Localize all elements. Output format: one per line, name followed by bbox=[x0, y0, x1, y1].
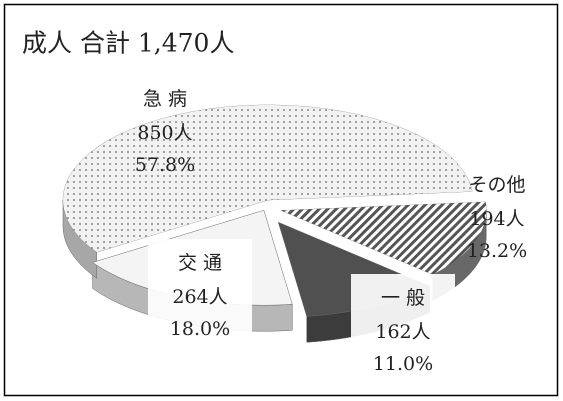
percent-label: 13.2% bbox=[467, 240, 527, 262]
value-label: 264人 bbox=[172, 286, 227, 308]
category-label: 一 般 bbox=[381, 287, 425, 309]
labels: その他 194人 13.2% 一 般 162人 11.0% 交 通 264人 18.0% 急 病 8… bbox=[135, 88, 527, 376]
category-label: その他 bbox=[468, 174, 525, 196]
percent-label: 11.0% bbox=[373, 353, 433, 375]
chart-title: 成人 合計 1,470人 bbox=[22, 29, 234, 58]
label-box bbox=[148, 239, 252, 341]
value-label: 162人 bbox=[375, 321, 430, 343]
percent-label: 57.8% bbox=[135, 154, 195, 176]
value-label: 194人 bbox=[469, 208, 524, 230]
percent-label: 18.0% bbox=[170, 318, 230, 340]
value-label: 850人 bbox=[137, 122, 192, 144]
label-box bbox=[351, 274, 455, 376]
category-label: 交 通 bbox=[178, 252, 222, 274]
category-label: 急 病 bbox=[143, 88, 187, 110]
